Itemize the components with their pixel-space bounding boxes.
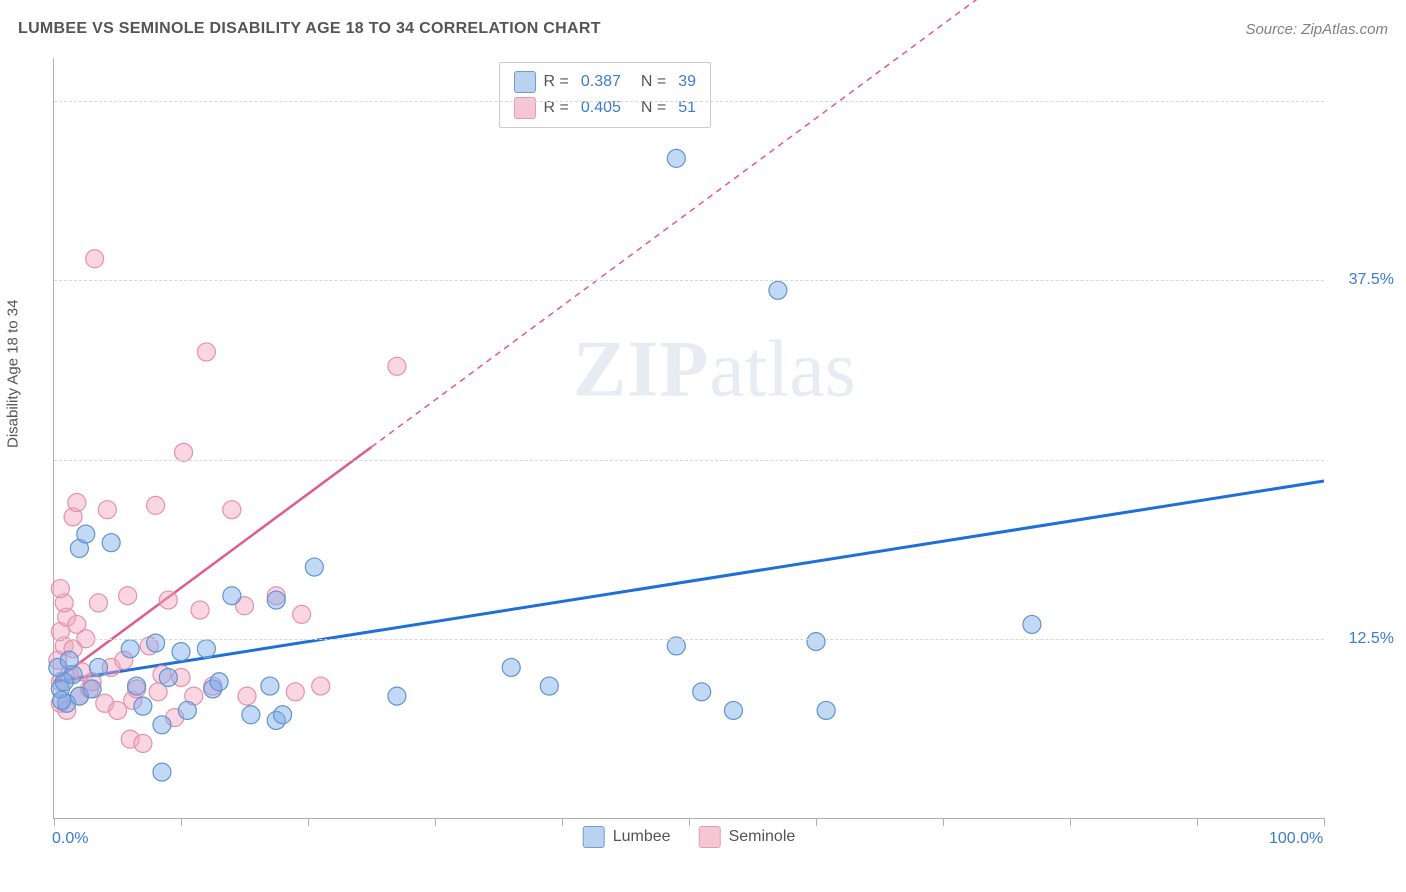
legend-n-value: 39 [678,73,696,91]
point-lumbee [502,658,520,676]
point-lumbee [153,763,171,781]
point-lumbee [197,640,215,658]
point-lumbee [667,149,685,167]
chart-svg [54,58,1324,818]
point-lumbee [178,701,196,719]
legend-n-label: N = [641,73,666,91]
y-tick-label: 12.5% [1334,630,1394,648]
point-lumbee [261,677,279,695]
source-label: Source: ZipAtlas.com [1245,21,1388,38]
trend-line-lumbee [54,481,1324,682]
gridline-h [54,639,1324,640]
point-lumbee [172,643,190,661]
legend-bottom: Lumbee Seminole [583,826,796,848]
legend-swatch [583,826,605,848]
legend-label: Lumbee [613,828,671,846]
x-tick [816,818,817,826]
y-tick-label: 37.5% [1334,271,1394,289]
point-lumbee [223,587,241,605]
point-seminole [51,580,69,598]
legend-item: Seminole [699,826,796,848]
point-seminole [134,734,152,752]
point-seminole [191,601,209,619]
point-lumbee [128,677,146,695]
point-lumbee [388,687,406,705]
point-lumbee [83,680,101,698]
legend-r-value: 0.387 [581,73,621,91]
point-lumbee [89,658,107,676]
point-seminole [98,501,116,519]
x-tick [689,818,690,826]
point-seminole [119,587,137,605]
x-tick [308,818,309,826]
point-lumbee [77,525,95,543]
point-seminole [68,494,86,512]
legend-r-label: R = [544,73,569,91]
gridline-h [54,101,1324,102]
point-seminole [388,357,406,375]
point-lumbee [267,591,285,609]
x-tick [181,818,182,826]
point-seminole [159,591,177,609]
point-lumbee [53,691,71,709]
point-lumbee [540,677,558,695]
legend-label: Seminole [729,828,796,846]
point-seminole [197,343,215,361]
point-seminole [89,594,107,612]
chart-container: Disability Age 18 to 34 ZIPatlas R =0.38… [18,48,1388,868]
legend-swatch [514,71,536,93]
x-tick [1197,818,1198,826]
gridline-h [54,280,1324,281]
point-lumbee [769,281,787,299]
point-lumbee [724,701,742,719]
legend-stat-row: R = 0.387 N = 39 [514,69,697,95]
point-seminole [86,250,104,268]
point-lumbee [305,558,323,576]
point-lumbee [159,668,177,686]
x-tick [943,818,944,826]
point-seminole [223,501,241,519]
x-tick [1070,818,1071,826]
point-lumbee [121,640,139,658]
point-lumbee [817,701,835,719]
legend-item: Lumbee [583,826,671,848]
y-axis-label: Disability Age 18 to 34 [5,300,22,448]
x-tick-label: 0.0% [52,830,88,848]
legend-stats-box: R = 0.387 N = 39 R =0.405N =51 [499,62,712,128]
x-tick [435,818,436,826]
point-lumbee [134,697,152,715]
point-lumbee [274,706,292,724]
point-lumbee [242,706,260,724]
point-seminole [293,605,311,623]
point-lumbee [153,716,171,734]
x-tick-label: 100.0% [1269,830,1323,848]
legend-swatch [699,826,721,848]
point-lumbee [147,634,165,652]
gridline-h [54,460,1324,461]
x-tick [562,818,563,826]
point-seminole [109,701,127,719]
chart-title: LUMBEE VS SEMINOLE DISABILITY AGE 18 TO … [18,20,601,38]
plot-area: ZIPatlas R =0.387N =39R =0.405N =51 Lumb… [53,58,1324,819]
point-lumbee [60,651,78,669]
point-lumbee [1023,615,1041,633]
point-seminole [147,496,165,514]
point-seminole [312,677,330,695]
point-lumbee [210,673,228,691]
point-lumbee [807,633,825,651]
point-lumbee [102,534,120,552]
point-seminole [238,687,256,705]
x-tick [1324,818,1325,826]
point-lumbee [693,683,711,701]
x-tick [54,818,55,826]
legend-stat-row: R =0.405N =51 [514,95,697,121]
point-seminole [286,683,304,701]
